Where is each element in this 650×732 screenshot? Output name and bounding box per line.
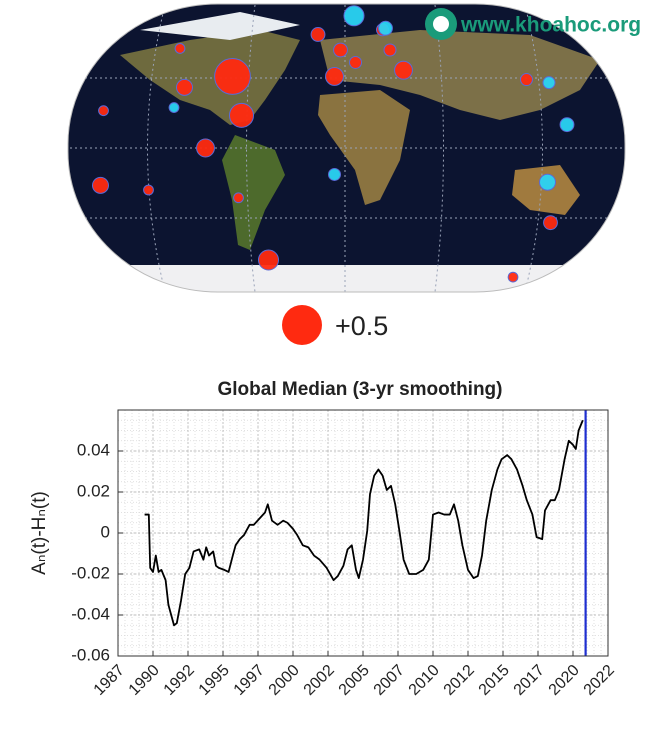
bubble xyxy=(383,43,397,57)
africa xyxy=(318,90,410,205)
y-tick-label: 0 xyxy=(101,522,110,541)
x-tick-label: 1995 xyxy=(196,662,233,699)
bubble xyxy=(176,78,193,96)
y-axis-label: Aₙ(t)-Hₙ(t) xyxy=(29,491,50,575)
y-tick-label: -0.04 xyxy=(71,604,110,623)
x-tick-label: 2010 xyxy=(406,662,443,699)
bubble xyxy=(174,43,186,54)
x-tick-label: 2022 xyxy=(581,662,618,699)
y-tick-label: -0.06 xyxy=(71,645,110,664)
legend-bubble xyxy=(282,305,322,345)
bubble xyxy=(343,5,365,27)
bubble xyxy=(258,249,279,271)
x-tick-label: 2007 xyxy=(371,662,408,699)
x-tick-label: 2020 xyxy=(546,662,583,699)
graticule xyxy=(68,4,625,292)
line-series xyxy=(144,419,584,627)
bubble xyxy=(143,184,154,196)
map-outline xyxy=(67,3,626,293)
x-tick-label: 2015 xyxy=(476,662,513,699)
bubble xyxy=(333,42,348,58)
bubble xyxy=(325,67,344,86)
y-tick-label: 0.02 xyxy=(77,481,110,500)
bubble xyxy=(214,58,251,95)
legend-label: +0.5 xyxy=(335,311,388,341)
bubble xyxy=(543,215,558,231)
y-tick-label: 0.04 xyxy=(77,440,110,459)
x-tick-label: 1992 xyxy=(161,662,198,699)
bubble xyxy=(328,167,341,181)
south-america xyxy=(222,135,285,250)
antarctica xyxy=(68,265,625,292)
bubble xyxy=(196,138,215,158)
bubble xyxy=(92,176,109,194)
bubble xyxy=(559,117,575,133)
bubble xyxy=(507,271,519,283)
x-tick-label: 2002 xyxy=(301,662,338,699)
x-tick-label: 2017 xyxy=(511,662,548,699)
world-map xyxy=(68,4,625,292)
bubble xyxy=(98,105,109,117)
chart-title: Global Median (3-yr smoothing) xyxy=(217,379,502,400)
bubble xyxy=(349,55,362,69)
bubble xyxy=(539,173,556,191)
bubble xyxy=(520,73,533,87)
plot-frame xyxy=(117,409,609,657)
bubble xyxy=(229,102,254,128)
watermark: www.khoahoc.org xyxy=(460,14,641,37)
bubble xyxy=(168,102,180,113)
bubble xyxy=(542,76,556,90)
bubble xyxy=(233,192,244,204)
bubble xyxy=(310,27,326,42)
x-tick-label: 1990 xyxy=(126,662,163,699)
y-tick-label: -0.02 xyxy=(71,563,110,582)
x-tick-label: 2005 xyxy=(336,662,373,699)
bubble xyxy=(378,20,393,36)
x-tick-label: 1987 xyxy=(91,662,128,699)
x-tick-label: 1997 xyxy=(231,662,268,699)
bubble xyxy=(394,60,413,80)
x-tick-label: 2012 xyxy=(441,662,478,699)
watermark-logo xyxy=(425,8,457,40)
x-tick-label: 2000 xyxy=(266,662,303,699)
arctic-ice xyxy=(140,12,300,40)
